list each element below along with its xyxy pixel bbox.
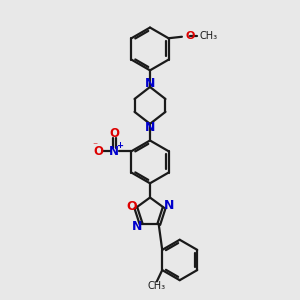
Text: N: N	[109, 145, 119, 158]
Text: CH₃: CH₃	[148, 281, 166, 291]
Text: O: O	[186, 31, 195, 41]
Text: ⁻: ⁻	[93, 141, 98, 151]
Text: O: O	[94, 145, 104, 158]
Text: O: O	[126, 200, 137, 213]
Text: CH₃: CH₃	[200, 31, 218, 41]
Text: +: +	[116, 141, 123, 150]
Text: N: N	[164, 199, 174, 212]
Text: N: N	[145, 121, 155, 134]
Text: N: N	[145, 76, 155, 90]
Text: N: N	[132, 220, 142, 233]
Text: O: O	[109, 127, 119, 140]
